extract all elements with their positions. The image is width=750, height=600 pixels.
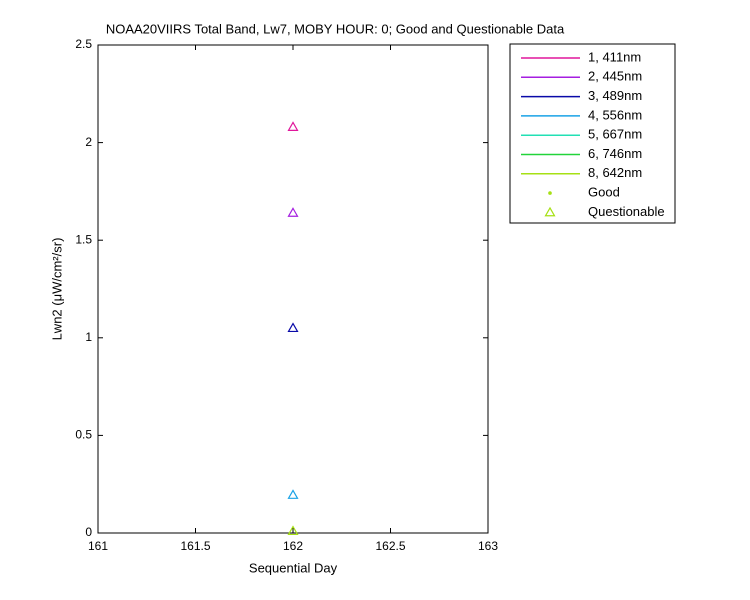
legend-marker xyxy=(544,206,556,217)
legend-label: 1, 411nm xyxy=(588,49,641,64)
x-tick-label: 161.5 xyxy=(180,539,210,553)
y-tick-label: 1.5 xyxy=(75,232,92,246)
y-tick-label: 0.5 xyxy=(75,428,92,442)
y-tick-label: 2 xyxy=(85,135,92,149)
legend-label: 5, 667nm xyxy=(588,127,642,142)
data-point xyxy=(287,489,299,499)
data-point xyxy=(287,121,299,131)
legend-label: 4, 556nm xyxy=(588,107,642,122)
data-point xyxy=(287,525,299,536)
x-tick-label: 161 xyxy=(88,539,108,553)
y-tick-label: 1 xyxy=(85,330,92,344)
x-tick-label: 163 xyxy=(478,539,498,553)
legend-label: 6, 746nm xyxy=(588,146,642,161)
legend-label: 2, 445nm xyxy=(588,69,642,84)
x-tick-label: 162 xyxy=(283,539,303,553)
legend-label: 3, 489nm xyxy=(588,88,642,103)
data-point xyxy=(287,322,299,333)
legend-label: Good xyxy=(588,185,620,200)
data-point xyxy=(287,207,299,217)
x-axis-label: Sequential Day xyxy=(249,560,338,575)
chart-title: NOAA20VIIRS Total Band, Lw7, MOBY HOUR: … xyxy=(106,21,565,36)
legend-marker xyxy=(548,191,552,195)
legend-label: Questionable xyxy=(588,204,665,219)
y-tick-label: 2.5 xyxy=(75,37,92,51)
y-tick-label: 0 xyxy=(85,525,92,539)
legend-box xyxy=(509,43,676,224)
legend-label: 8, 642nm xyxy=(588,165,642,180)
y-axis-label: Lwn2 (μW/cm²/sr) xyxy=(49,238,64,341)
x-tick-label: 162.5 xyxy=(375,539,405,553)
